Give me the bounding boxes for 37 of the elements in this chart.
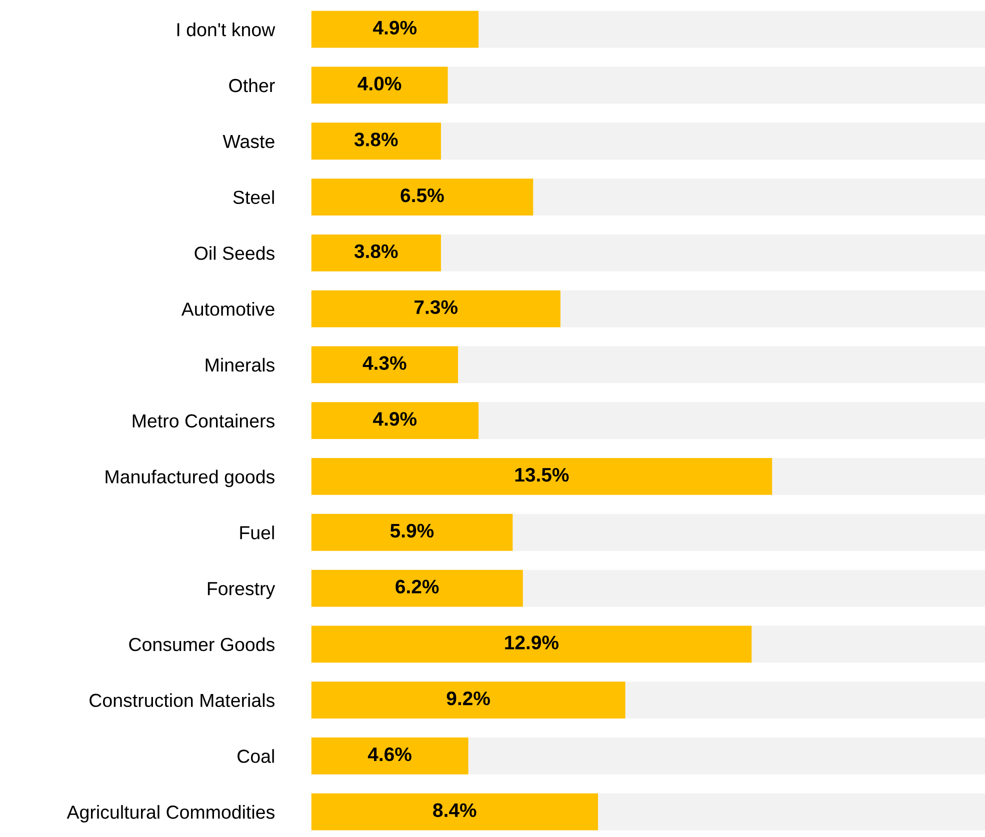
- y-tick-label: I don't know: [177, 22, 276, 36]
- data-label: 4.6%: [368, 747, 412, 762]
- bar: [311, 234, 441, 272]
- data-label: 9.2%: [446, 692, 490, 706]
- data-label: 4.9%: [373, 20, 417, 35]
- y-tick-label: Automotive: [181, 302, 274, 316]
- y-tick-label: Steel: [233, 190, 274, 204]
- bar: [311, 346, 458, 384]
- data-label: 4.9%: [373, 412, 417, 426]
- y-tick-label: Waste: [222, 135, 274, 148]
- data-label: 4.0%: [358, 76, 402, 90]
- data-label: 13.5%: [515, 468, 569, 482]
- bar: [311, 122, 441, 160]
- y-tick-label: Manufactured goods: [106, 470, 274, 488]
- data-label: 12.9%: [505, 636, 558, 650]
- y-tick-label: Oil Seeds: [194, 246, 274, 260]
- data-label: 7.3%: [414, 300, 458, 314]
- y-tick-label: Minerals: [206, 358, 274, 372]
- y-tick-label: Other: [229, 78, 275, 92]
- y-tick-label: Forestry: [208, 582, 276, 599]
- data-label: 4.3%: [362, 356, 406, 370]
- data-label: 8.4%: [433, 803, 476, 818]
- y-tick-label: Fuel: [240, 526, 274, 540]
- bar: [311, 738, 468, 774]
- data-label: 6.2%: [396, 580, 439, 594]
- bar: [311, 10, 479, 48]
- data-label: 3.8%: [354, 244, 398, 258]
- data-label: 6.5%: [400, 188, 444, 202]
- y-tick-label: Agricultural Commodities: [66, 805, 274, 823]
- data-label: 3.8%: [354, 132, 398, 146]
- y-tick-label: Consumer Goods: [129, 637, 274, 652]
- y-tick-label: Coal: [238, 749, 274, 763]
- y-tick-label: Construction Materials: [90, 693, 274, 708]
- data-label: 5.9%: [390, 524, 434, 538]
- y-tick-label: Metro Containers: [132, 414, 274, 428]
- bar: [311, 66, 448, 104]
- bar: [311, 402, 479, 440]
